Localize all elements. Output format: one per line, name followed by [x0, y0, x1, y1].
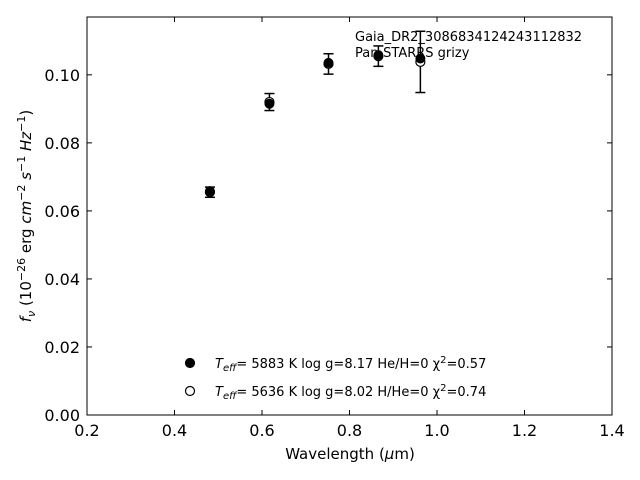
axis-ticks: 0.2 0.4 0.6 0.8 1.0 1.2 1.4 0.00 0.02 0.04 0.06 0.0…: [44, 17, 625, 440]
annotation-line-1: Gaia_DR2_3086834124243112832: [355, 30, 582, 45]
filled-point: [204, 186, 215, 197]
filled-point: [373, 50, 384, 61]
x-tick-label: 1.2: [512, 421, 537, 440]
y-tick-label: 0.06: [44, 202, 80, 221]
y-tick-label: 0.10: [44, 66, 80, 85]
plot-frame: [86, 16, 613, 416]
y-tick-label: 0.04: [44, 270, 80, 289]
x-tick-label: 1.0: [424, 421, 449, 440]
legend-marker: [184, 357, 196, 369]
y-tick-label: 0.02: [44, 338, 80, 357]
legend: Teff= 5883 K log g=8.17 He/H=0 χ2=0.57 Te…: [184, 355, 486, 402]
x-tick-label: 0.8: [337, 421, 362, 440]
legend-entry: Teff= 5883 K log g=8.17 He/H=0 χ2=0.57: [215, 355, 486, 374]
x-tick-label: 0.4: [162, 421, 187, 440]
x-tick-label: 1.4: [599, 421, 624, 440]
data-points: [204, 30, 426, 199]
x-axis-label: Wavelength (μm): [285, 445, 415, 463]
x-tick-label: 0.2: [74, 421, 99, 440]
y-tick-label: 0.08: [44, 134, 80, 153]
legend-entry: Teff= 5636 K log g=8.02 H/He=0 χ2=0.74: [215, 383, 486, 402]
y-tick-label: 0.00: [44, 406, 80, 425]
filled-point: [323, 57, 334, 68]
x-tick-label: 0.6: [249, 421, 274, 440]
filled-point: [415, 53, 426, 64]
filled-point: [264, 98, 275, 109]
legend-marker: [184, 385, 196, 397]
y-axis-label: fν (10−26 erg cm−2 s−1 Hz−1): [15, 110, 38, 323]
annotation-line-2: Pan-STARRS grizy: [355, 46, 470, 61]
